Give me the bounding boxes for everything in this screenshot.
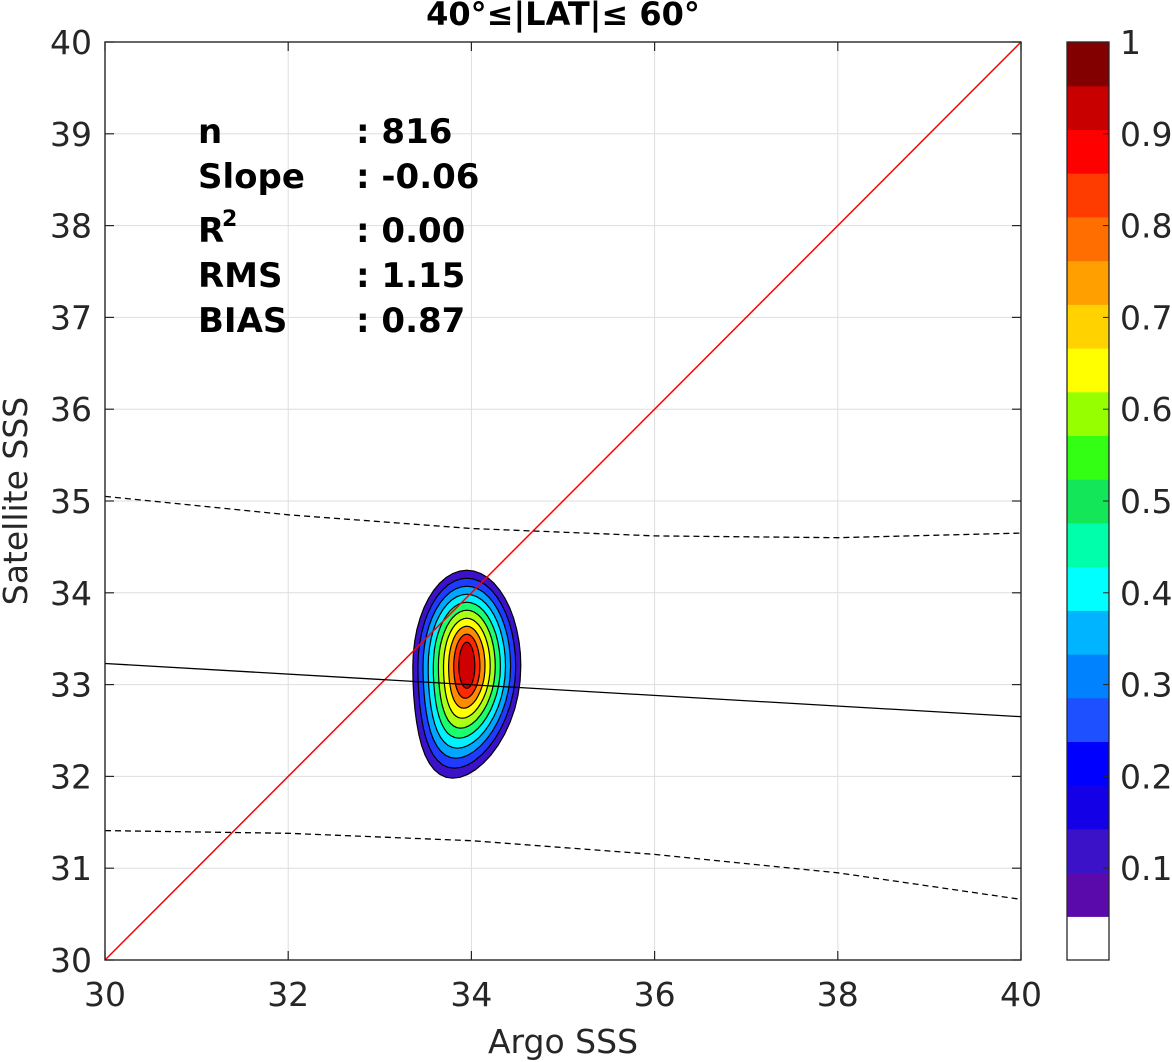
colorbar-segment [1067, 42, 1109, 87]
y-tick-label: 40 [50, 23, 92, 62]
x-tick-label: 40 [1000, 975, 1042, 1014]
stat-label: BIAS [198, 301, 287, 341]
upper-bound [105, 495, 1021, 539]
regression-line [105, 662, 1021, 718]
colorbar-segment [1067, 741, 1109, 786]
x-tick-label: 34 [450, 975, 492, 1014]
colorbar-tick-label: 0.2 [1120, 757, 1172, 796]
colorbar-tick-label: 0.1 [1120, 849, 1172, 888]
series-lines [105, 42, 1021, 960]
colorbar-segment [1067, 785, 1109, 830]
y-tick-label: 35 [50, 482, 92, 521]
colorbar-tick-label: 1 [1120, 23, 1141, 62]
stat-label: R [198, 211, 224, 251]
colorbar-segment [1067, 566, 1109, 611]
colorbar-tick-label: 0.8 [1120, 207, 1172, 246]
colorbar-segment [1067, 129, 1109, 174]
colorbar-tick-label: 0.7 [1120, 298, 1172, 337]
y-tick-label: 30 [50, 941, 92, 980]
colorbar-tick-label: 0.4 [1120, 574, 1172, 613]
x-tick-label: 30 [84, 975, 126, 1014]
density-contour [458, 641, 476, 689]
density-contours [412, 569, 522, 779]
x-tick-label: 38 [817, 975, 859, 1014]
colorbar-segment [1067, 391, 1109, 436]
colorbar-segment [1067, 654, 1109, 699]
colorbar-segment [1067, 522, 1109, 568]
y-tick-label: 37 [50, 298, 92, 337]
stat-value: : 816 [356, 112, 452, 152]
colorbar-tick-label: 0.9 [1120, 115, 1172, 154]
colorbar-segment [1067, 260, 1109, 305]
chart-title: 40°≤|LAT|≤ 60° [426, 0, 700, 34]
stat-value: : 0.87 [356, 301, 465, 341]
colorbar: 0.1 0.2 0.3 0.4 0.5 0.6 0.7 0.8 0.9 1 [1066, 23, 1172, 961]
identity-line [105, 42, 1021, 960]
grid [104, 41, 1022, 961]
colorbar-segment [1067, 610, 1109, 655]
stat-label: Slope [198, 157, 305, 197]
stat-label: n [198, 112, 222, 152]
stat-label: RMS [198, 256, 283, 296]
colorbar-segment [1067, 173, 1109, 218]
x-tick-label: 36 [634, 975, 676, 1014]
colorbar-segment [1067, 85, 1109, 130]
colorbar-segment [1067, 304, 1109, 349]
stat-value: : 0.00 [356, 211, 465, 251]
colorbar-segment [1067, 479, 1109, 524]
x-axis-label: Argo SSS [488, 1022, 638, 1061]
stat-value: : 1.15 [356, 256, 465, 296]
stat-superscript: 2 [222, 207, 237, 232]
axis-ticks: 30 32 34 36 38 40 30 31 32 33 34 35 36 37 38 39 40 [50, 23, 1042, 1014]
colorbar-segment [1067, 348, 1109, 393]
stat-value: : -0.06 [356, 157, 479, 197]
colorbar-segment [1067, 216, 1109, 262]
y-tick-label: 34 [50, 574, 92, 613]
colorbar-tick-label: 0.5 [1120, 482, 1172, 521]
x-tick-label: 32 [267, 975, 309, 1014]
colorbar-segment [1067, 916, 1109, 961]
y-tick-label: 33 [50, 666, 92, 705]
y-tick-label: 32 [50, 757, 92, 796]
y-axis-label: Satellite SSS [0, 397, 35, 606]
stats-box: n : 816 Slope : -0.06 R2 : 0.00 RMS : 1.15 BIAS:… [198, 112, 479, 341]
colorbar-tick-label: 0.6 [1120, 390, 1172, 429]
y-tick-label: 36 [50, 390, 92, 429]
lower-bound [105, 829, 1021, 901]
y-tick-label: 31 [50, 849, 92, 888]
colorbar-tick-label: 0.3 [1120, 666, 1172, 705]
colorbar-segment [1067, 828, 1109, 874]
y-tick-label: 39 [50, 115, 92, 154]
colorbar-segment [1067, 697, 1109, 742]
colorbar-segment [1067, 435, 1109, 480]
colorbar-segment [1067, 872, 1109, 917]
y-tick-label: 38 [50, 207, 92, 246]
